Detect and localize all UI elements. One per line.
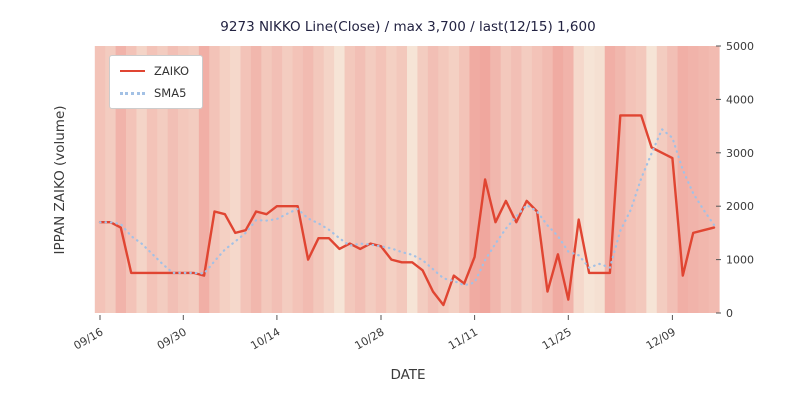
background-band (354, 46, 366, 313)
background-band (646, 46, 658, 313)
background-band (542, 46, 554, 313)
background-band (157, 46, 169, 313)
background-band (365, 46, 377, 313)
background-band (583, 46, 595, 313)
background-band (240, 46, 252, 313)
background-band (375, 46, 387, 313)
background-band (677, 46, 689, 313)
background-band (334, 46, 345, 313)
background-band (178, 46, 189, 313)
background-band (94, 46, 106, 313)
x-tick-label: 12/09 (644, 325, 678, 352)
y-tick-label: 2000 (726, 200, 754, 213)
y-tick-label: 4000 (726, 93, 754, 106)
background-band (615, 46, 626, 313)
background-band (594, 46, 606, 313)
background-band (459, 46, 470, 313)
background-band (427, 46, 439, 313)
x-axis-label: DATE (390, 367, 426, 383)
background-band (438, 46, 450, 313)
background-band (698, 46, 710, 313)
background-band (490, 46, 502, 313)
background-band (250, 46, 262, 313)
background-band (448, 46, 460, 313)
background-band (469, 46, 481, 313)
background-band (531, 46, 543, 313)
background-band (136, 46, 148, 313)
background-band (219, 46, 231, 313)
sma5-dotted-line-sample (120, 91, 145, 95)
background-band (407, 46, 418, 313)
background-band (708, 46, 720, 313)
sma5-line (98, 128, 716, 287)
background-band (292, 46, 304, 313)
legend-item-zaiko: ZAIKO (120, 64, 189, 78)
y-tick-label: 1000 (726, 254, 754, 267)
background-band (323, 46, 335, 313)
background-band (500, 46, 512, 313)
background-band (604, 46, 616, 313)
background-band (167, 46, 179, 313)
background-band (146, 46, 158, 313)
background-band (126, 46, 137, 313)
background-band (271, 46, 283, 313)
y-tick-label: 5000 (726, 40, 754, 53)
background-band (573, 46, 585, 313)
background-band (563, 46, 574, 313)
background-band (687, 46, 699, 313)
x-tick-label: 10/28 (353, 325, 387, 352)
zaiko-solid-line-sample (120, 70, 145, 72)
background-band (313, 46, 325, 313)
background-band (105, 46, 117, 313)
x-tick-label: 10/14 (248, 325, 282, 352)
x-tick-label: 11/11 (446, 325, 480, 352)
background-band (282, 46, 293, 313)
background-band (261, 46, 273, 313)
x-tick-label: 09/30 (155, 325, 189, 352)
zaiko-line (98, 114, 716, 307)
x-tick-label: 11/25 (540, 325, 574, 352)
background-band (552, 46, 564, 313)
background-band (302, 46, 314, 313)
background-band (386, 46, 397, 313)
background-band (396, 46, 408, 313)
legend-item-sma5: SMA5 (120, 86, 189, 100)
legend-label-sma5: SMA5 (154, 86, 187, 100)
background-band (188, 46, 200, 313)
legend: ZAIKO SMA5 (109, 55, 204, 109)
background-band (521, 46, 533, 313)
background-band (230, 46, 241, 313)
background-band (656, 46, 668, 313)
background-band (667, 46, 678, 313)
y-axis-label: IPPAN ZAIKO (volume) (52, 105, 68, 255)
background-band (344, 46, 356, 313)
background-band (625, 46, 637, 313)
y-tick-label: 3000 (726, 147, 754, 160)
chart-title: 9273 NIKKO Line(Close) / max 3,700 / las… (220, 19, 596, 35)
y-tick-label: 0 (726, 307, 733, 320)
background-band (417, 46, 429, 313)
background-band (198, 46, 210, 313)
background-band (511, 46, 522, 313)
legend-label-zaiko: ZAIKO (154, 64, 190, 78)
background-band (209, 46, 221, 313)
x-tick-label: 09/16 (72, 325, 106, 352)
background-band (115, 46, 127, 313)
